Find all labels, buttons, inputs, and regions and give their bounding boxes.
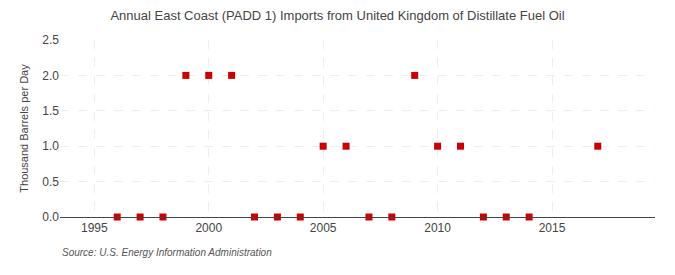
svg-text:2010: 2010 xyxy=(424,221,451,235)
svg-text:0.5: 0.5 xyxy=(42,175,59,189)
svg-text:2.5: 2.5 xyxy=(42,33,59,47)
svg-text:1.5: 1.5 xyxy=(42,104,59,118)
svg-text:Source: U.S. Energy Informatio: Source: U.S. Energy Information Administ… xyxy=(62,247,272,258)
svg-text:Annual East Coast (PADD 1) Imp: Annual East Coast (PADD 1) Imports from … xyxy=(110,8,564,23)
svg-text:Thousand Barrels per Day: Thousand Barrels per Day xyxy=(18,64,30,193)
svg-text:0.0: 0.0 xyxy=(42,210,59,224)
svg-text:2000: 2000 xyxy=(195,221,222,235)
svg-text:2005: 2005 xyxy=(310,221,337,235)
svg-text:2.0: 2.0 xyxy=(42,69,59,83)
svg-text:1995: 1995 xyxy=(81,221,108,235)
svg-text:1.0: 1.0 xyxy=(42,139,59,153)
svg-text:2015: 2015 xyxy=(539,221,566,235)
